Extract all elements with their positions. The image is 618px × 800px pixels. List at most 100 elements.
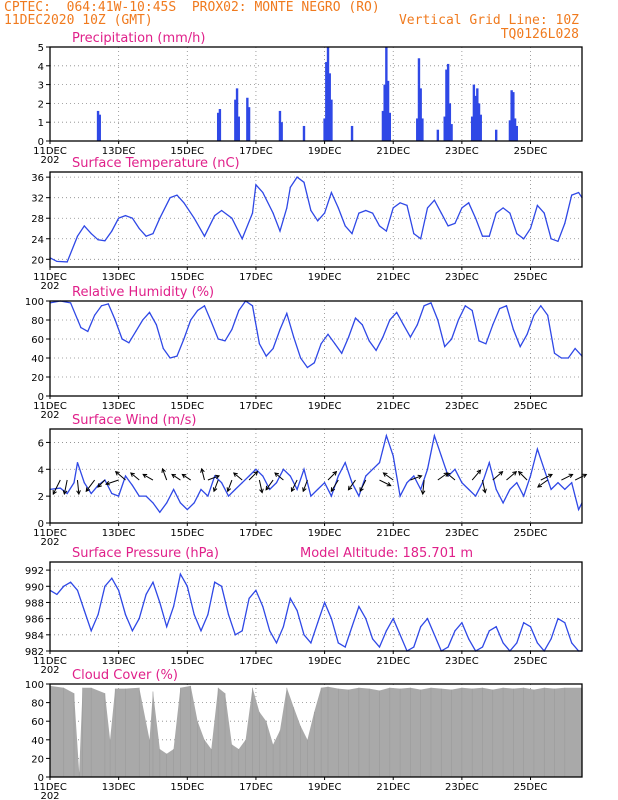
wind-arrow (481, 479, 486, 493)
series-point (63, 585, 65, 587)
x-tick-label: 23DEC (445, 401, 479, 412)
series-point (337, 207, 339, 209)
series-point (557, 482, 559, 484)
series-point (148, 311, 151, 313)
series-point (100, 305, 103, 307)
series-point (372, 468, 374, 470)
wind-arrow-head (420, 490, 426, 496)
series-point (447, 225, 449, 227)
series-point (454, 222, 456, 224)
series-point (512, 328, 514, 331)
series-point (118, 217, 120, 219)
series-point (275, 642, 278, 644)
series-point (423, 305, 425, 307)
x-tick-label: 23DEC (445, 528, 479, 539)
precip-bar (512, 92, 515, 141)
panel-3: Surface Wind (m/s) 0 2 4 6 11DEC 13DEC 15DEC 17D… (33, 413, 588, 548)
series-point (224, 340, 226, 342)
series-point (166, 626, 168, 628)
series-point (337, 475, 339, 477)
series-point (468, 638, 470, 640)
y-tick-label: 2 (38, 492, 44, 503)
wind-arrow (330, 479, 339, 492)
series-point (437, 319, 439, 321)
y-tick-label: 60 (31, 717, 44, 728)
precip-bar (421, 118, 424, 141)
series-point (557, 240, 559, 242)
series-line (49, 300, 583, 369)
series-point (183, 202, 185, 204)
wind-arrow-head (332, 470, 338, 476)
series-point (536, 448, 538, 450)
precip-bar (386, 80, 390, 141)
precip-bar (237, 116, 240, 141)
series-point (231, 217, 233, 219)
precip-bar (416, 118, 419, 141)
wind-arrow-head (259, 488, 264, 494)
series-point (286, 312, 288, 314)
wind-arrow (142, 473, 154, 481)
x-tick-label: 15DEC (170, 146, 204, 157)
series-point (426, 468, 429, 470)
precip-bar (280, 122, 283, 141)
series-point (416, 324, 418, 326)
wind-arrow-head (142, 473, 148, 479)
precip-bar (385, 47, 388, 141)
series-point (176, 355, 178, 357)
series-point (262, 191, 264, 194)
series-point (221, 585, 223, 587)
series-point (505, 305, 508, 307)
series-point (272, 347, 274, 350)
precip-bar (388, 112, 391, 141)
series-point (385, 230, 387, 232)
series-point (128, 342, 130, 344)
series-point (413, 646, 415, 648)
x-tick-label: 15DEC (170, 401, 204, 412)
series-point (550, 638, 552, 640)
x-tick-label: 13DEC (102, 656, 136, 667)
series-point (286, 207, 288, 209)
series-point (468, 202, 470, 204)
x-tick-label: 17DEC (239, 146, 273, 157)
y-tick-label: 4 (38, 62, 44, 73)
panel-title: Cloud Cover (%) (72, 668, 178, 683)
series-point (392, 455, 394, 457)
series-point (378, 646, 381, 648)
y-tick-label: 36 (31, 173, 44, 184)
y-tick-label: 2 (38, 99, 44, 110)
precip-bar (419, 88, 422, 141)
precip-bar (381, 110, 385, 141)
series-point (378, 461, 381, 464)
wind-arrow (274, 472, 284, 481)
precip-bar (326, 47, 330, 141)
series-point (399, 634, 401, 636)
wind-arrow-head (130, 472, 135, 477)
panel-1: Surface Temperature (nC) 20 24 28 32 36 11DEC 1… (31, 156, 583, 292)
series-point (193, 613, 195, 616)
wind-arrow-head (85, 487, 91, 493)
x-tick-label: 17DEC (239, 528, 273, 539)
series-point (121, 338, 123, 340)
wind-arrow-head (97, 483, 102, 488)
wind-arrow-head (445, 472, 451, 477)
wind-arrow-head (233, 472, 238, 477)
series-point (461, 482, 463, 484)
series-point (372, 638, 374, 640)
series-line (49, 176, 583, 263)
series-point (547, 314, 549, 316)
series-point (344, 461, 346, 464)
series-point (354, 317, 357, 319)
series-point (83, 609, 85, 612)
series-point (461, 622, 463, 624)
wind-arrow-head (215, 474, 221, 480)
wind-arrow (201, 468, 205, 481)
series-point (385, 630, 387, 632)
series-point (90, 492, 92, 495)
wind-arrow-head (537, 483, 542, 488)
wind-arrow (182, 474, 191, 481)
series-point (358, 212, 360, 214)
series-point (275, 482, 278, 484)
series-point (323, 212, 326, 214)
series-point (365, 618, 367, 620)
series-point (385, 435, 387, 437)
